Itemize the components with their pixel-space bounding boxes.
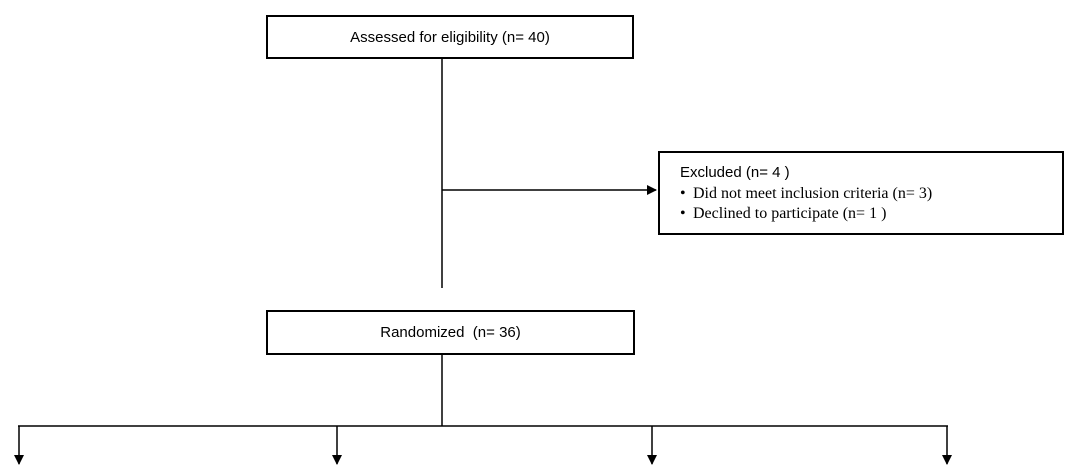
exclusion-reason-label: Declined to participate (n= 1 ) xyxy=(693,205,887,222)
bullet-icon: • xyxy=(680,205,686,222)
assessed-label: Assessed for eligibility (n= 40) xyxy=(350,28,550,46)
assessed-box: Assessed for eligibility (n= 40) xyxy=(266,15,634,59)
exclusion-reason-item: • Did not meet inclusion criteria (n= 3) xyxy=(680,184,1062,204)
exclusion-reason-label: Did not meet inclusion criteria (n= 3) xyxy=(693,185,933,202)
randomized-label: Randomized (n= 36) xyxy=(380,324,521,341)
excluded-box: Excluded (n= 4 ) • Did not meet inclusion… xyxy=(658,151,1064,235)
bullet-icon: • xyxy=(680,185,686,202)
excluded-title: Excluded (n= 4 ) xyxy=(680,164,790,181)
exclusion-reasons-list: • Did not meet inclusion criteria (n= 3) … xyxy=(680,184,1062,224)
exclusion-reason-item: • Declined to participate (n= 1 ) xyxy=(680,204,1062,224)
randomized-box: Randomized (n= 36) xyxy=(266,310,635,355)
